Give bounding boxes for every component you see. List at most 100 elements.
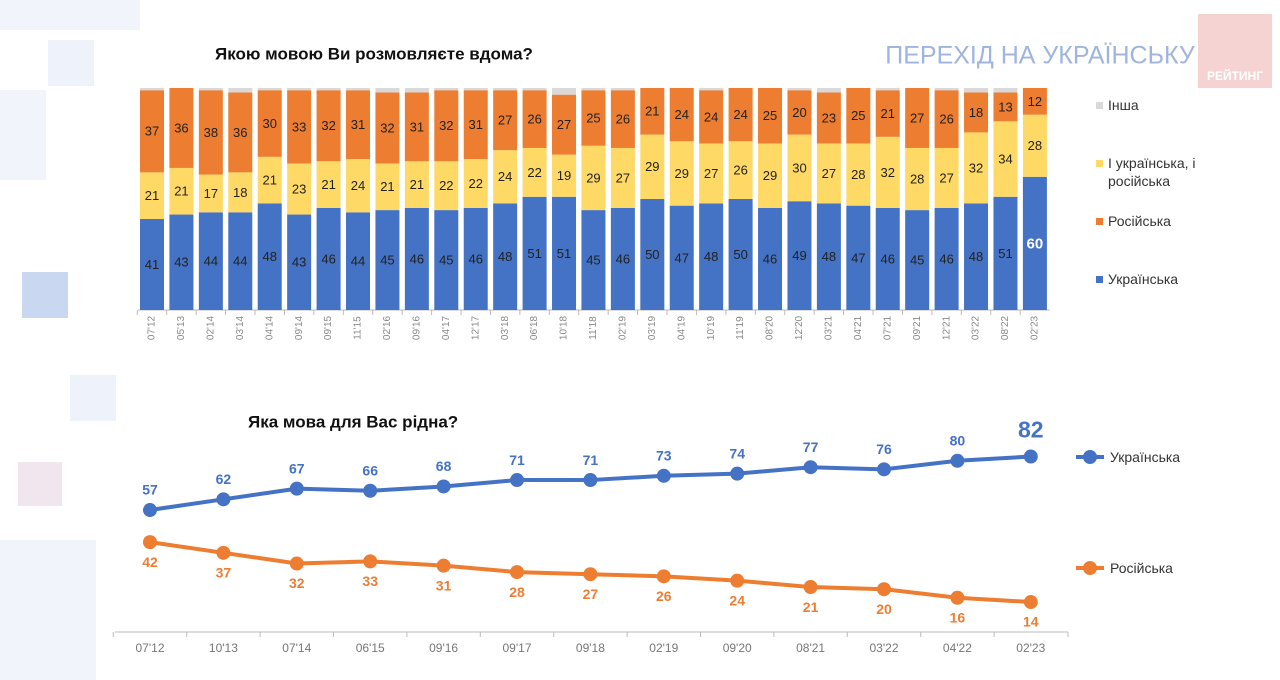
bar-segment [493,90,518,151]
bar-segment [787,134,812,202]
bar-segment [875,207,900,310]
bar-segment [552,94,577,155]
bar-segment [669,88,694,142]
value-label: 48 [704,249,718,264]
value-label: 68 [436,458,452,474]
bar-segment [1022,176,1047,310]
value-label: 67 [289,460,305,476]
x-tick-label: 02'23 [1030,315,1041,340]
bar-segment [699,203,724,310]
value-label: 32 [969,160,983,175]
value-label: 48 [822,249,836,264]
value-label: 43 [174,255,188,270]
logo-box [1198,14,1272,88]
x-tick-label: 02'19 [649,641,678,655]
value-label: 25 [763,108,777,123]
value-label: 38 [204,125,218,140]
bar-segment [522,147,547,197]
bar-segment [316,161,341,208]
bar-segment [905,210,930,310]
legend-label: Українська [1108,271,1179,287]
bar-segment [964,132,989,204]
value-label: 30 [262,116,276,131]
value-label: 62 [216,471,232,487]
bar-segment [346,212,371,310]
value-label: 74 [729,445,745,461]
value-label: 43 [292,255,306,270]
x-tick-label: 04'17 [441,315,452,340]
point [656,569,671,584]
bar-segment [787,201,812,310]
bar-segment [640,199,665,310]
value-label: 26 [656,588,672,604]
bar-segment [699,88,724,91]
value-label: 51 [557,246,571,261]
bar-segment [287,88,312,91]
point [656,468,671,483]
bar-segment [964,88,989,93]
bar-segment [581,90,606,146]
value-label: 19 [557,168,571,183]
bar-segment [434,161,459,211]
x-tick-label: 03'22 [971,315,982,340]
bar-segment [493,88,518,91]
bar-segment [434,210,459,310]
value-label: 29 [645,159,659,174]
value-label: 29 [675,166,689,181]
point [803,580,818,595]
value-label: 29 [586,170,600,185]
value-label: 77 [803,439,819,455]
chart-title: Якою мовою Ви розмовляєте вдома? [215,44,533,63]
x-tick-label: 11'15 [353,316,364,340]
x-tick-label: 12'17 [470,315,481,340]
value-label: 47 [851,250,865,265]
value-label: 30 [792,160,806,175]
bar-segment [375,92,400,164]
bar-segment [316,88,341,91]
value-label: 46 [881,251,895,266]
value-label: 26 [527,112,541,127]
bar-segment [758,88,783,144]
bar-segment [581,88,606,91]
bar-segment [434,88,459,91]
point [363,483,378,498]
legend-swatch [1096,160,1103,167]
bar-segment [875,88,900,91]
value-label: 24 [704,109,718,124]
legend-label: Інша [1108,97,1139,113]
x-tick-label: 09'17 [503,641,532,655]
legend-swatch [1096,218,1103,225]
bar-segment [140,218,164,310]
x-tick-label: 09'21 [912,315,923,340]
point [877,462,891,477]
bar-segment [316,90,341,162]
value-label: 32 [439,118,453,133]
x-tick-label: 09'14 [294,315,305,340]
value-label: 26 [616,112,630,127]
x-tick-label: 02'16 [382,315,393,340]
value-label: 25 [586,110,600,125]
bar-segment [463,159,488,208]
value-label: 66 [362,462,378,478]
x-tick-label: 10'13 [209,641,238,655]
value-label: 27 [616,170,630,185]
bar-segment [610,88,635,91]
x-tick-label: 08'21 [796,641,825,655]
value-label: 32 [321,118,335,133]
x-tick-label: 02'14 [206,315,217,340]
x-tick-label: 10'19 [706,315,717,340]
value-label: 71 [583,452,599,468]
value-label: 12 [1028,94,1042,109]
value-label: 71 [509,452,525,468]
x-tick-label: 12'20 [794,315,805,340]
value-label: 49 [792,248,806,263]
bar-segment [1022,114,1047,177]
value-label: 27 [939,170,953,185]
value-label: 31 [410,119,424,134]
bar-segment [228,172,253,213]
value-label: 27 [704,166,718,181]
bar-segment [993,121,1018,197]
point [436,479,451,494]
point [950,453,965,468]
